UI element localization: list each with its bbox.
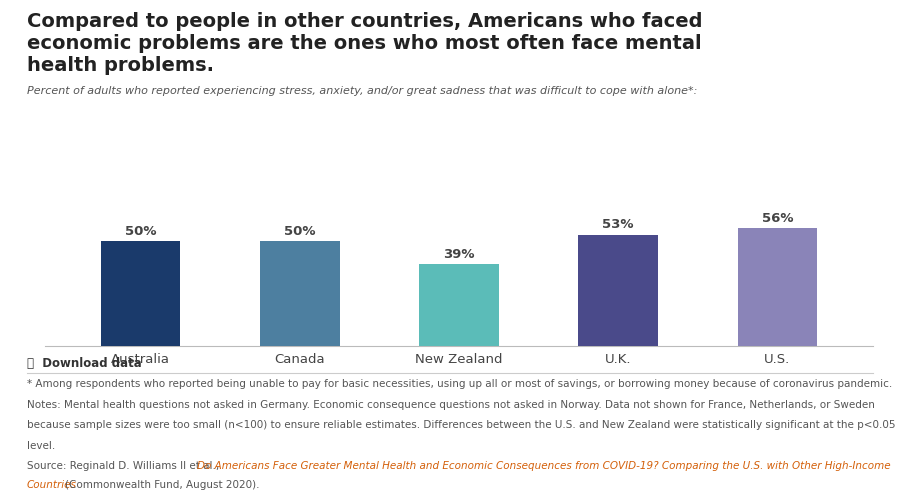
Bar (101, 241, 180, 346)
Text: because sample sizes were too small (n<100) to ensure reliable estimates. Differ: because sample sizes were too small (n<1… (27, 420, 896, 430)
Text: health problems.: health problems. (27, 56, 214, 76)
Text: 50%: 50% (284, 225, 316, 238)
Bar (738, 228, 817, 346)
Text: Compared to people in other countries, Americans who faced: Compared to people in other countries, A… (27, 12, 703, 31)
Text: economic problems are the ones who most often face mental: economic problems are the ones who most … (27, 34, 702, 54)
Text: Percent of adults who reported experiencing stress, anxiety, and/or great sadnes: Percent of adults who reported experienc… (27, 86, 698, 96)
Text: 56%: 56% (761, 212, 793, 225)
Text: 53%: 53% (602, 218, 634, 231)
Text: Countries: Countries (27, 480, 76, 490)
Bar (579, 235, 658, 346)
Text: Source: Reginald D. Williams II et al.,: Source: Reginald D. Williams II et al., (27, 461, 222, 470)
Text: 50%: 50% (125, 225, 157, 238)
Text: * Among respondents who reported being unable to pay for basic necessities, usin: * Among respondents who reported being u… (27, 379, 892, 389)
Text: (Commonwealth Fund, August 2020).: (Commonwealth Fund, August 2020). (66, 480, 260, 490)
Text: Do Americans Face Greater Mental Health and Economic Consequences from COVID-19?: Do Americans Face Greater Mental Health … (197, 461, 891, 470)
Text: ⤓  Download data: ⤓ Download data (27, 357, 142, 370)
Bar (260, 241, 339, 346)
Bar (419, 264, 499, 346)
Text: Notes: Mental health questions not asked in Germany. Economic consequence questi: Notes: Mental health questions not asked… (27, 400, 875, 409)
Text: 39%: 39% (444, 248, 475, 261)
Text: level.: level. (27, 441, 55, 451)
